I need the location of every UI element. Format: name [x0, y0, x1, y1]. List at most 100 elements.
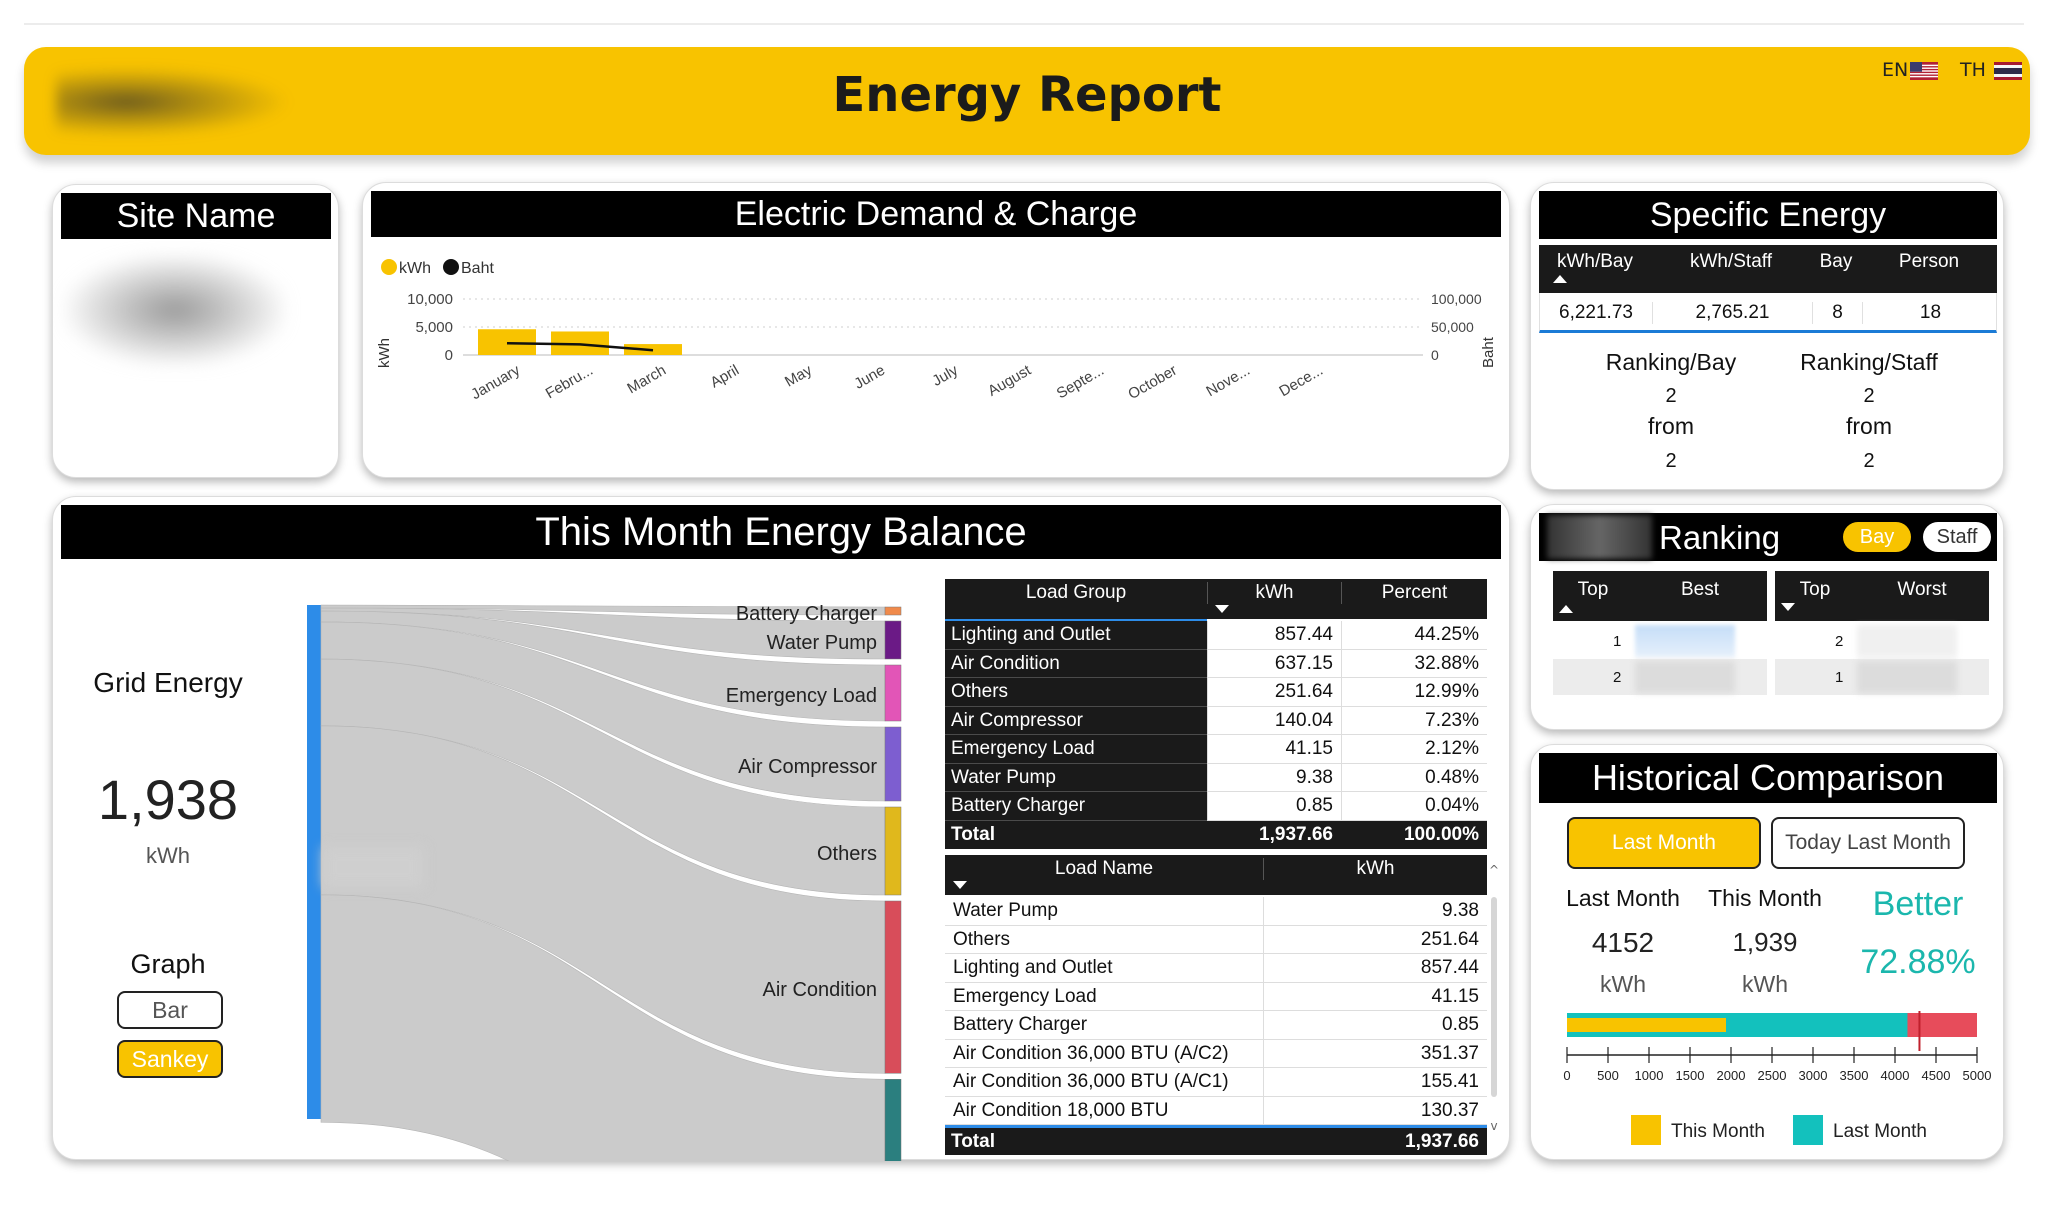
- energy-balance-card: This Month Energy Balance Grid Energy 1,…: [52, 496, 1510, 1161]
- legend-kwh-label: kWh: [399, 260, 431, 277]
- x-tick-label: October: [1125, 362, 1180, 403]
- table-row[interactable]: Emergency Load 41.15 2.12%: [945, 735, 1487, 764]
- load-name: Air Condition 36,000 BTU (A/C1): [953, 1071, 1229, 1092]
- worst-col-top[interactable]: Top: [1799, 579, 1831, 600]
- col-person[interactable]: Person: [1898, 251, 1960, 272]
- grid-energy-value: 1,938: [97, 768, 239, 831]
- best-col-top[interactable]: Top: [1577, 579, 1609, 600]
- sankey-node-label: Battery Charger: [736, 603, 878, 625]
- col-kwh[interactable]: kWh: [1207, 582, 1341, 604]
- table-row[interactable]: Lighting and Outlet 857.44 44.25%: [945, 621, 1487, 650]
- table-row[interactable]: Air Condition 637.15 32.88%: [945, 649, 1487, 678]
- group-percent: 0.04%: [1341, 792, 1487, 821]
- group-total-row: Total 1,937.66 100.00%: [945, 820, 1487, 849]
- table-row[interactable]: 1: [1553, 623, 1767, 659]
- energy-balance-title: This Month Energy Balance: [61, 505, 1501, 559]
- col-bay[interactable]: Bay: [1819, 251, 1853, 272]
- last-month-button[interactable]: Last Month: [1567, 817, 1761, 869]
- best-col-best[interactable]: Best: [1680, 579, 1720, 600]
- y-tick-right: 0: [1431, 347, 1439, 363]
- page-title: Energy Report: [832, 67, 1222, 123]
- this-month-label: This Month: [1708, 885, 1822, 911]
- worst-col-worst[interactable]: Worst: [1897, 579, 1947, 600]
- table-row[interactable]: 2: [1775, 623, 1989, 659]
- thai-flag-icon: [1993, 61, 2022, 80]
- gauge-this-month-bar: [1567, 1018, 1726, 1032]
- lang-th-toggle[interactable]: TH: [1960, 59, 2022, 81]
- group-name: Emergency Load: [945, 735, 1207, 764]
- toggle-staff[interactable]: Staff: [1923, 522, 1991, 552]
- group-percent: 44.25%: [1341, 621, 1487, 650]
- sankey-node[interactable]: [884, 606, 902, 616]
- worst-site-blur: [1857, 625, 1957, 657]
- demand-chart: kWh Baht kWh Baht January Febru... March Ap…: [376, 259, 1497, 403]
- scroll-up-icon[interactable]: ^: [1489, 863, 1500, 877]
- today-last-month-button[interactable]: Today Last Month: [1771, 817, 1965, 869]
- sankey-link[interactable]: [320, 894, 886, 1161]
- load-kwh: 41.15: [1263, 982, 1487, 1011]
- y-tick-left: 0: [445, 347, 453, 364]
- col-load-name[interactable]: Load Name: [1054, 858, 1154, 879]
- scroll-down-icon[interactable]: v: [1490, 1119, 1498, 1133]
- sankey-link[interactable]: [320, 658, 886, 896]
- lang-en-toggle[interactable]: EN: [1882, 59, 1939, 81]
- sankey-link[interactable]: [320, 610, 886, 722]
- table-row[interactable]: Others 251.64: [945, 925, 1487, 954]
- table-row[interactable]: Air Compressor 140.04 7.23%: [945, 706, 1487, 735]
- scrollbar-thumb[interactable]: [1491, 897, 1497, 1097]
- table-row[interactable]: 1: [1775, 659, 1989, 695]
- group-kwh: 41.15: [1207, 735, 1341, 764]
- group-kwh: 857.44: [1207, 621, 1341, 650]
- sankey-link[interactable]: [320, 607, 886, 660]
- sankey-node[interactable]: [884, 620, 902, 660]
- graph-sankey-button[interactable]: Sankey: [117, 1040, 223, 1078]
- sankey-node[interactable]: [884, 664, 902, 722]
- last-month-unit: kWh: [1600, 971, 1646, 997]
- gauge-tick-label: 5000: [1963, 1068, 1992, 1083]
- x-tick-label: March: [624, 362, 669, 398]
- col-kwh-bay[interactable]: kWh/Bay: [1556, 251, 1634, 272]
- toggle-bay[interactable]: Bay: [1843, 522, 1911, 552]
- best-site-blur: [1635, 661, 1735, 693]
- group-total-kwh: 1,937.66: [1259, 823, 1333, 845]
- bar-kwh-january[interactable]: [478, 329, 536, 355]
- col-kwh-staff[interactable]: kWh/Staff: [1689, 251, 1772, 272]
- table-row[interactable]: Air Condition 36,000 BTU (A/C1) 155.41: [945, 1068, 1487, 1097]
- col-load-kwh[interactable]: kWh: [1263, 858, 1487, 880]
- site-name-value: [65, 255, 285, 365]
- gauge-tick-label: 4500: [1922, 1068, 1951, 1083]
- ranking-bay-total: 2: [1665, 450, 1677, 472]
- table-row[interactable]: Water Pump 9.38 0.48%: [945, 763, 1487, 792]
- col-percent[interactable]: Percent: [1341, 582, 1487, 604]
- gauge-tick-label: 3000: [1799, 1068, 1828, 1083]
- col-load-group[interactable]: Load Group: [1025, 582, 1127, 603]
- table-row[interactable]: Emergency Load 41.15: [945, 982, 1487, 1011]
- table-row[interactable]: 2: [1553, 659, 1767, 695]
- table-row[interactable]: Air Condition 36,000 BTU (A/C2) 351.37: [945, 1039, 1487, 1068]
- table-row[interactable]: Water Pump 9.38: [945, 897, 1487, 926]
- x-tick-label: June: [851, 362, 888, 393]
- x-tick-label: August: [985, 361, 1035, 399]
- load-name: Battery Charger: [953, 1014, 1088, 1035]
- sankey-node[interactable]: [884, 806, 902, 896]
- table-row[interactable]: Air Condition 18,000 BTU 130.37: [945, 1096, 1487, 1125]
- sort-asc-icon: [1559, 605, 1573, 613]
- site-card: Site Name: [52, 184, 339, 478]
- gauge-tick-label: 0: [1563, 1068, 1570, 1083]
- graph-bar-button[interactable]: Bar: [117, 991, 223, 1029]
- sankey-node[interactable]: [884, 900, 902, 1074]
- sankey-link[interactable]: [320, 621, 886, 802]
- legend-kwh-dot: [381, 259, 397, 275]
- grid-energy-label: Grid Energy: [93, 667, 243, 698]
- gauge-tick-label: 2000: [1717, 1068, 1746, 1083]
- table-row[interactable]: Battery Charger 0.85 0.04%: [945, 792, 1487, 821]
- table-row[interactable]: Battery Charger 0.85: [945, 1011, 1487, 1040]
- graph-label: Graph: [130, 949, 206, 979]
- group-percent: 7.23%: [1341, 706, 1487, 735]
- table-row[interactable]: Lighting and Outlet 857.44: [945, 954, 1487, 983]
- ranking-site-blur: [1547, 515, 1652, 559]
- load-kwh: 130.37: [1263, 1096, 1487, 1125]
- sankey-node[interactable]: [884, 1079, 902, 1161]
- sankey-node[interactable]: [884, 726, 902, 802]
- table-row[interactable]: Others 251.64 12.99%: [945, 678, 1487, 707]
